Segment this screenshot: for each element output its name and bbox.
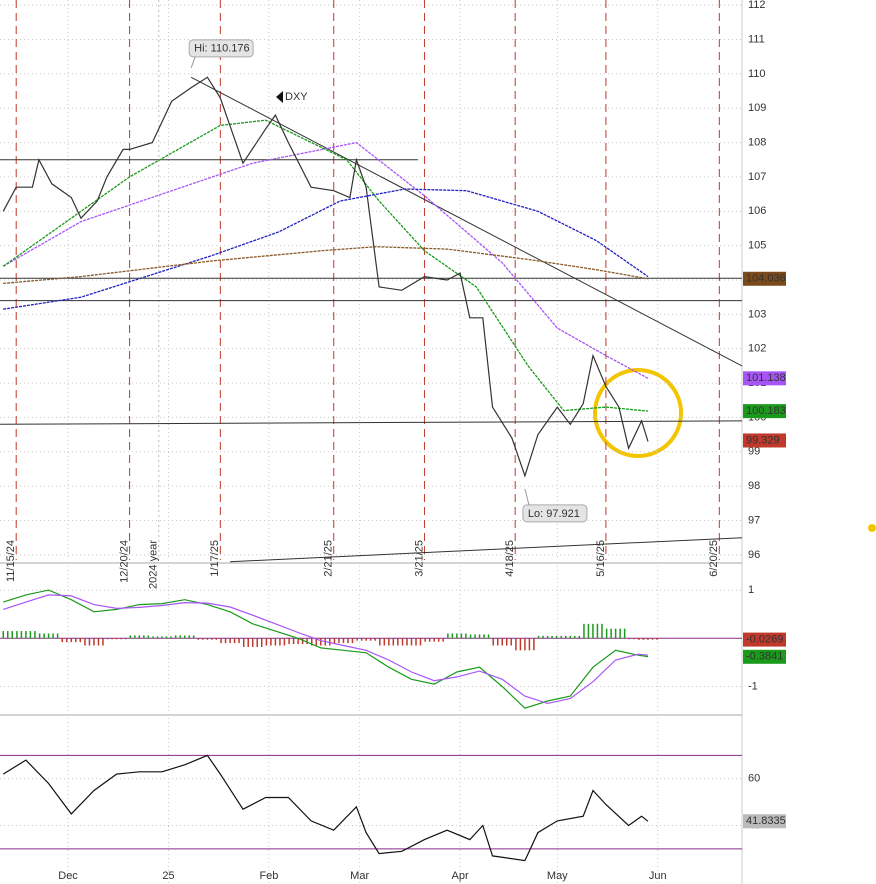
y-tick-label: 105 — [748, 240, 766, 252]
y-tick-label: 103 — [748, 308, 766, 320]
moving-average — [3, 188, 649, 310]
highlight-dot — [868, 524, 876, 532]
x-tick-label: 25 — [162, 870, 174, 882]
y-tick-label: 108 — [748, 136, 766, 148]
last-value-box — [743, 371, 786, 386]
y-tick-label: 111 — [748, 33, 765, 45]
last-value-box — [743, 632, 786, 647]
trend-line — [230, 537, 743, 563]
x-tick-label: Feb — [259, 870, 278, 882]
last-value-label: 100.183 — [746, 405, 786, 417]
date-marker-label: 12/20/24 — [119, 540, 131, 583]
y-tick-label: 112 — [748, 0, 766, 11]
annotation-box — [188, 39, 254, 58]
y-tick-label: 98 — [748, 480, 760, 492]
y-tick-label: 102 — [748, 343, 766, 355]
highlight-circle — [593, 368, 683, 458]
year-marker-label: 2024 year — [148, 540, 160, 589]
background — [0, 0, 786, 884]
x-tick-label: Jun — [649, 870, 667, 882]
annotation-box — [522, 504, 588, 523]
annotation-pointer — [524, 488, 530, 505]
last-value-label: -0.3841 — [746, 651, 783, 663]
last-value-label: 101.138 — [746, 372, 786, 384]
date-marker-label: 4/18/25 — [504, 540, 516, 577]
trend-line — [190, 76, 743, 367]
y-tick-label: 109 — [748, 102, 766, 114]
y-tick-label: 96 — [748, 549, 760, 561]
moving-average — [2, 119, 649, 412]
annotation-text: Hi: 110.176 — [194, 43, 249, 55]
x-tick-label: Mar — [350, 870, 369, 882]
date-marker-label: 11/15/24 — [5, 540, 17, 582]
annotation-pointer — [190, 56, 196, 68]
y-tick-label: 1 — [748, 584, 754, 596]
symbol-marker — [276, 91, 283, 103]
y-tick-label: 99 — [748, 446, 760, 458]
last-value-box — [743, 814, 786, 829]
date-marker-label: 6/20/25 — [708, 540, 720, 577]
last-value-label: 99.329 — [746, 434, 780, 446]
series-line — [3, 589, 649, 709]
y-tick-label: 107 — [748, 171, 766, 183]
y-tick-label: 97 — [748, 514, 760, 526]
y-tick-label: 110 — [748, 68, 766, 80]
y-tick-label: 60 — [748, 773, 760, 785]
annotation-text: Lo: 97.921 — [528, 508, 580, 520]
series-line — [2, 754, 649, 862]
y-tick-label: -1 — [748, 680, 758, 692]
last-value-label: -0.0269 — [746, 633, 783, 645]
series-line — [3, 594, 649, 705]
trend-line — [0, 420, 743, 425]
series-line — [2, 76, 649, 478]
x-tick-label: Dec — [58, 870, 78, 882]
moving-average — [3, 246, 649, 285]
x-tick-label: Apr — [452, 870, 469, 882]
date-marker-label: 5/16/25 — [595, 540, 607, 577]
last-value-label: 41.8335 — [746, 815, 786, 827]
date-marker-label: 2/21/25 — [323, 540, 335, 577]
last-value-box — [743, 649, 786, 664]
date-marker-label: 1/17/25 — [209, 540, 221, 577]
last-value-box — [743, 271, 786, 286]
date-marker-label: 3/21/25 — [413, 540, 425, 577]
last-value-label: 104.036 — [746, 273, 786, 285]
last-value-box — [743, 433, 786, 448]
y-tick-label: 106 — [748, 205, 766, 217]
x-tick-label: May — [547, 870, 568, 882]
moving-average — [2, 141, 649, 379]
last-value-box — [743, 404, 786, 419]
symbol-label: DXY — [285, 91, 308, 103]
